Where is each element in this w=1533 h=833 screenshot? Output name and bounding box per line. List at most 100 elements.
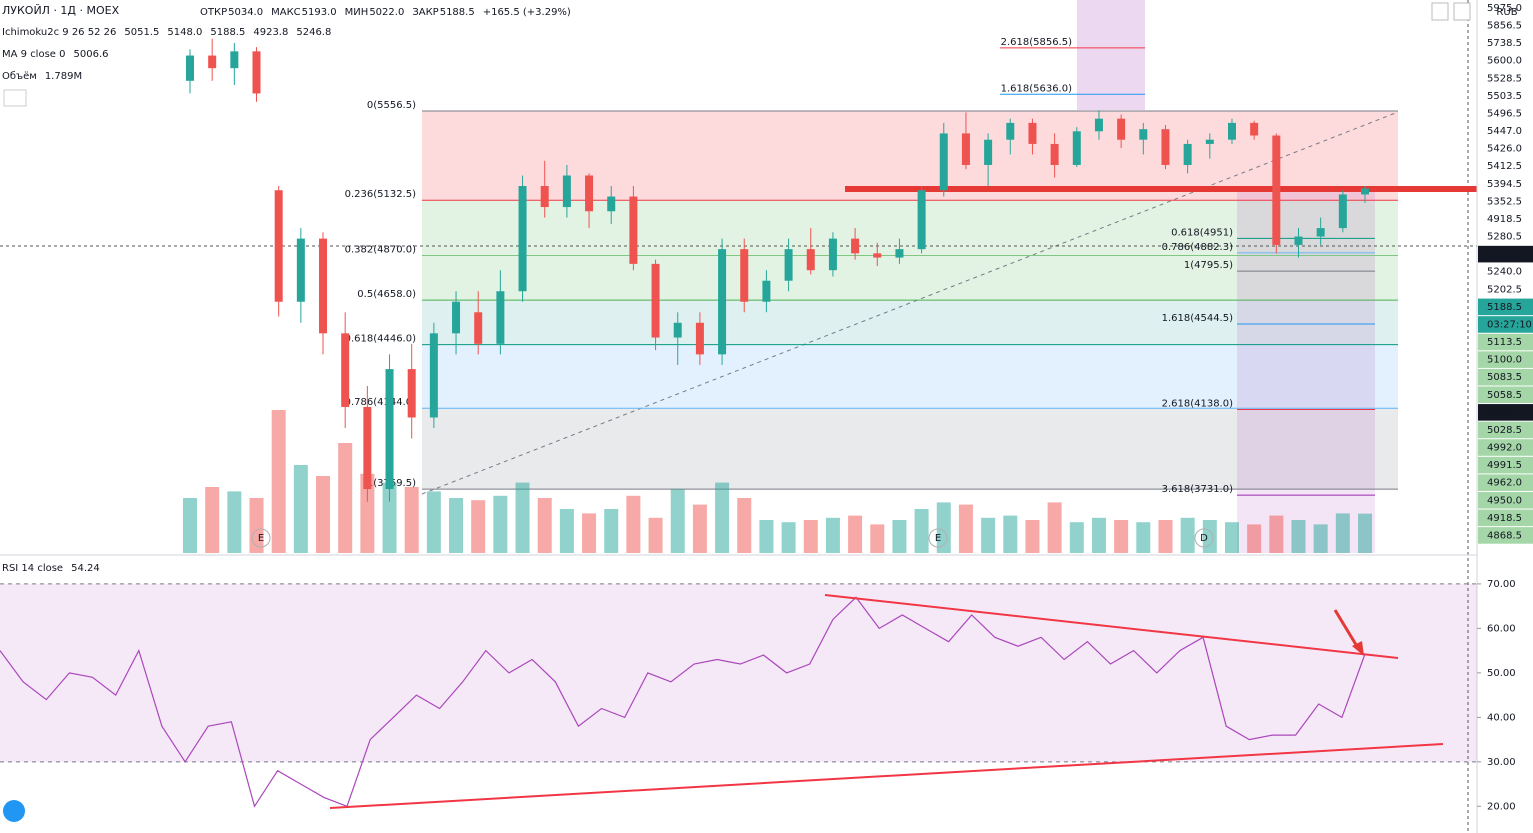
volume-bar (781, 522, 796, 553)
fib-label: 0.236(5132.5) (345, 189, 417, 200)
price-label: 5058.5 (1487, 390, 1522, 401)
volume-bar (205, 487, 220, 553)
volume-bar (1180, 517, 1195, 553)
ohlc-value: 5022.0 (369, 7, 404, 18)
indicator-name: MA 9 close 0 (2, 49, 66, 60)
candle-body (1139, 129, 1148, 140)
maximize-button[interactable] (1453, 2, 1471, 21)
volume-bar (1358, 513, 1372, 553)
ohlc-label: ЗАКР (412, 7, 438, 18)
candle-body (540, 186, 549, 208)
indicator-name: Объём (2, 71, 37, 82)
y-tick-label: 60.00 (1487, 623, 1516, 634)
price-label: 4868.5 (1487, 530, 1522, 541)
price-label: 5100.0 (1487, 355, 1522, 366)
price-badge (1478, 368, 1533, 386)
price-label: 5083.5 (1487, 372, 1522, 383)
collapse-button[interactable] (3, 89, 27, 107)
volume-bar (1313, 524, 1328, 553)
volume-bar (892, 520, 907, 553)
candle-body (1227, 122, 1236, 140)
rsi-value: 54.24 (71, 563, 100, 574)
candle-body (407, 369, 416, 418)
candle-body (230, 51, 239, 69)
candle-body (186, 55, 194, 81)
fib-zone (422, 255, 1398, 301)
price-label: 5028.5 (1487, 425, 1522, 436)
ohlc-value: 5188.5 (440, 7, 475, 18)
projection-zone (1237, 188, 1375, 553)
candle-body (496, 291, 505, 344)
price-label: 5188.5 (1487, 302, 1522, 313)
volume-bar (825, 517, 840, 553)
price-label: 5240.0 (1487, 267, 1522, 278)
volume-bar (1291, 520, 1306, 553)
price-label: 4918.5 (1487, 513, 1522, 524)
candle-body (341, 333, 350, 407)
volume-bar (382, 482, 397, 553)
fib-label: 0(5556.5) (367, 100, 416, 111)
indicator-value: 5006.6 (74, 49, 109, 60)
currency: RUB (1496, 7, 1517, 18)
candle-body (319, 238, 328, 334)
rsi-name: RSI 14 close (2, 563, 63, 574)
rsi-line (0, 596, 1366, 808)
price-label: 4962.0 (1487, 478, 1522, 489)
event-label: D (1200, 533, 1208, 544)
candle-body (651, 263, 660, 338)
candle-body (1250, 122, 1259, 136)
indicator-value: 5246.8 (296, 27, 331, 38)
volume-bar (515, 482, 530, 553)
price-badge (1478, 351, 1533, 368)
candle-body (1338, 194, 1347, 229)
volume-bar (471, 500, 486, 553)
candle-body (1072, 131, 1081, 165)
volume-bar (271, 410, 286, 553)
candle-body (939, 133, 948, 191)
volume-bar (848, 515, 863, 553)
volume-bar (449, 498, 464, 553)
candle-body (474, 312, 483, 344)
price-label: 5600.0 (1487, 56, 1522, 67)
volume-bar (648, 517, 663, 553)
rsi-trendline (329, 743, 1444, 809)
price-badge (1478, 386, 1533, 404)
volume-bar (426, 491, 441, 553)
candle-body (1050, 143, 1059, 165)
candle-body (1006, 122, 1015, 140)
fib-label: 0.786(4144.0) (345, 397, 417, 408)
indicator-value: 4923.8 (253, 27, 288, 38)
volume-bar (1114, 520, 1129, 553)
scroll-button[interactable] (1431, 2, 1449, 21)
volume-bar (759, 520, 774, 553)
price-label: 5528.5 (1487, 73, 1522, 84)
rsi-trendline (824, 594, 1399, 659)
candle-body (208, 55, 217, 69)
price-label: 5738.5 (1487, 38, 1522, 49)
volume-bar (803, 520, 818, 553)
price-badge (1478, 527, 1533, 544)
fib-label: 3.618(3731.0) (1162, 484, 1234, 495)
volume-bar (1335, 513, 1350, 553)
logo[interactable] (3, 800, 25, 822)
candle-body (873, 253, 882, 258)
arrow (1333, 609, 1360, 649)
fib-label: 1.618(5636.0) (1001, 83, 1073, 94)
fib-label: 2.618(4138.0) (1162, 398, 1234, 409)
volume-bar (870, 524, 885, 553)
price-label: 5426.0 (1487, 144, 1522, 155)
price-label: 5447.0 (1487, 126, 1522, 137)
rsi-band (0, 583, 1477, 762)
candle-body (1294, 236, 1303, 245)
candle-body (895, 249, 904, 258)
volume-bar (670, 489, 685, 553)
candle-body (695, 322, 704, 355)
volume-bar (537, 498, 552, 553)
y-tick-label: 50.00 (1487, 668, 1516, 679)
y-tick-label: 40.00 (1487, 712, 1516, 723)
volume-bar (914, 509, 929, 553)
fib-label: 1(4795.5) (1184, 260, 1233, 271)
price-badge (1478, 474, 1533, 491)
candle-body (518, 186, 527, 292)
price-badge (1478, 509, 1533, 527)
